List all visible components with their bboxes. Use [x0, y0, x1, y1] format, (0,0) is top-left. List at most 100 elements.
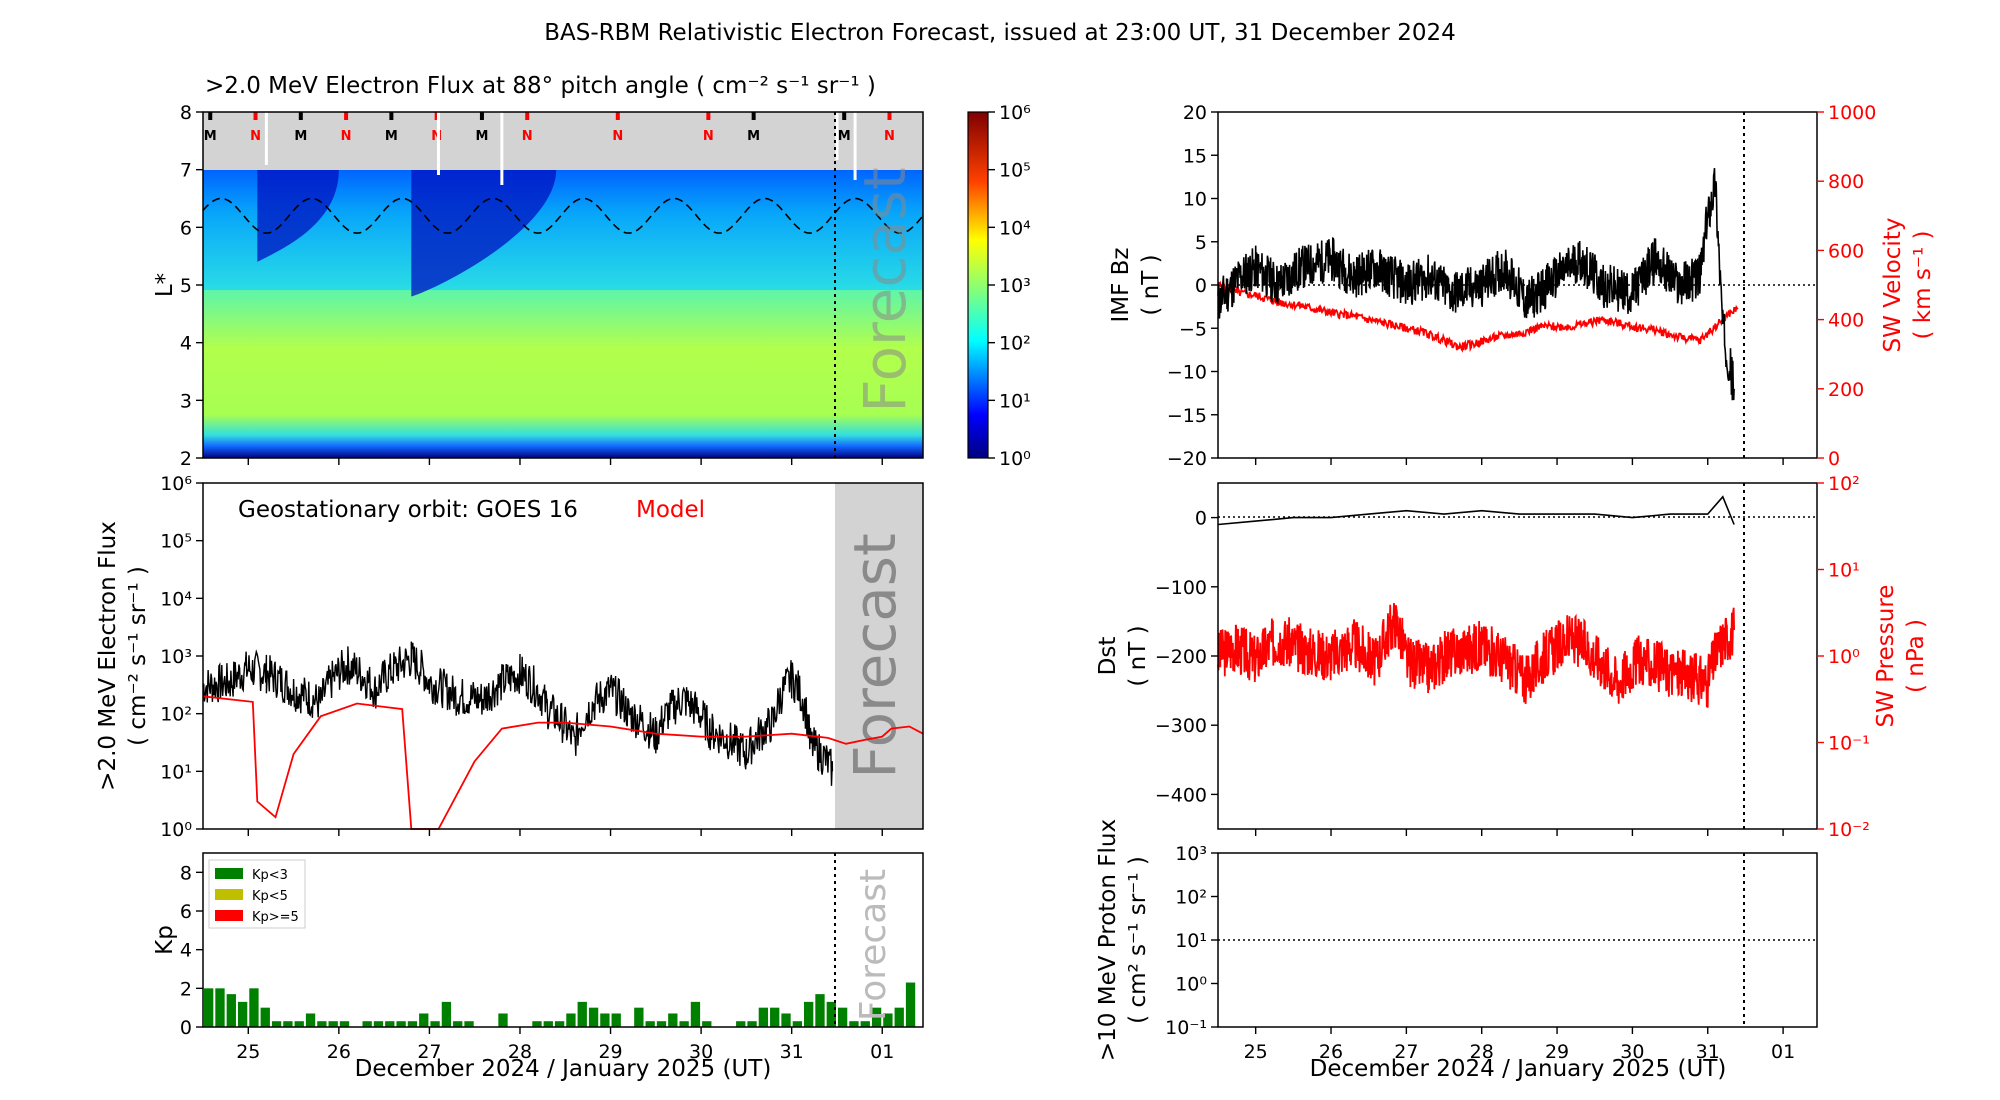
sw-velocity-y-tick-label: 200	[1828, 379, 1864, 401]
kp-bar	[804, 1001, 814, 1027]
perigee-label: N	[431, 129, 442, 144]
kp-x-tick-label: 29	[598, 1041, 622, 1063]
proton-x-tick-label: 25	[1244, 1041, 1268, 1063]
kp-forecast-label: Forecast	[853, 869, 894, 1021]
kp-bar	[317, 1021, 327, 1027]
kp-bar	[747, 1021, 757, 1027]
colorbar-tick-label: 10⁴	[999, 217, 1031, 239]
proton-x-tick-label: 01	[1771, 1041, 1795, 1063]
dst-x-ticks	[1254, 829, 1784, 836]
imf-y-ticks: −20 −15 −10 −5 0 5 10 15 20	[1167, 102, 1218, 470]
lstar-y-tick-label: 3	[180, 390, 192, 412]
kp-bar	[430, 1021, 440, 1027]
proton-y-tick-label: 10⁻¹	[1165, 1017, 1207, 1039]
kp-bar	[894, 1007, 904, 1027]
sw-velocity-y-ticks: 0 200 400 600 800 1000	[1817, 102, 1876, 470]
kp-bar	[498, 1013, 508, 1027]
colorbar-tick-label: 10¹	[999, 390, 1031, 412]
kp-y-tick-label: 0	[180, 1017, 192, 1039]
kp-bar	[634, 1007, 644, 1027]
proton-x-ticks: 25 26 27 28 29 30 31 01	[1244, 1027, 1795, 1063]
kp-x-ticks: 25 26 27 28 29 30 31 01	[236, 1027, 894, 1063]
imf-bz-line	[1217, 168, 1735, 401]
lstar-y-label: L*	[152, 273, 178, 297]
lstar-y-tick-label: 5	[180, 275, 192, 297]
kp-bar	[792, 1021, 802, 1027]
kp-bar	[781, 1013, 791, 1027]
lstar-y-tick-label: 2	[180, 448, 192, 470]
kp-legend-swatch	[215, 868, 243, 879]
dst-y-ticks: −400 −300 −200 −100 0	[1155, 508, 1218, 806]
perigee-label: N	[703, 129, 714, 144]
flux-dropout-region	[257, 169, 339, 262]
geo-observed-flux-line	[202, 641, 834, 786]
proton-x-tick-label: 26	[1319, 1041, 1343, 1063]
sw-pressure-y-tick-label: 10¹	[1828, 560, 1860, 582]
geo-y-tick-label: 10⁰	[160, 819, 192, 841]
colorbar-tick-label: 10⁶	[999, 102, 1031, 124]
proton-y-units: ( cm² s⁻¹ sr⁻¹ )	[1125, 856, 1151, 1024]
sw-velocity-y-tick-label: 1000	[1828, 102, 1876, 124]
geo-y-tick-label: 10⁶	[160, 473, 192, 495]
kp-x-tick-label: 26	[327, 1041, 351, 1063]
lstar-x-ticks	[247, 458, 883, 465]
kp-legend-label: Kp<3	[252, 868, 288, 883]
kp-y-tick-label: 4	[180, 940, 192, 962]
sw-pressure-y-ticks: 10⁻² 10⁻¹ 10⁰ 10¹ 10²	[1817, 473, 1870, 841]
sw-pressure-line	[1217, 602, 1735, 708]
dst-y-tick-label: 0	[1195, 508, 1207, 530]
imf-y-tick-label: 5	[1195, 232, 1207, 254]
kp-legend-label: Kp>=5	[252, 910, 299, 925]
kp-bar	[611, 1013, 621, 1027]
proton-x-tick-label: 27	[1394, 1041, 1418, 1063]
kp-x-tick-label: 30	[689, 1041, 713, 1063]
lstar-no-data-band	[203, 112, 923, 170]
kp-bar	[656, 1021, 667, 1027]
perigee-label: N	[612, 129, 623, 144]
kp-y-tick-label: 8	[180, 862, 192, 884]
perigee-label: M	[475, 129, 488, 144]
proton-x-tick-label: 28	[1470, 1041, 1494, 1063]
sw-pressure-y-units: ( nPa )	[1903, 619, 1929, 693]
dst-y-tick-label: −400	[1155, 784, 1207, 806]
lstar-flux-panel: >2.0 MeV Electron Flux at 88° pitch angl…	[152, 73, 1031, 470]
kp-bar	[441, 1001, 452, 1027]
geo-forecast-shade	[835, 483, 923, 829]
geo-y-tick-label: 10¹	[160, 761, 192, 783]
colorbar-tick-label: 10⁵	[999, 160, 1031, 182]
imf-y-tick-label: −15	[1167, 405, 1207, 427]
right-x-axis-label: December 2024 / January 2025 (UT)	[1310, 1056, 1727, 1082]
kp-bar	[271, 1021, 282, 1027]
proton-y-tick-label: 10²	[1175, 887, 1207, 909]
dst-y-tick-label: −100	[1155, 577, 1207, 599]
perigee-label: N	[884, 129, 895, 144]
kp-bar	[204, 988, 214, 1027]
imf-y-tick-label: −5	[1179, 318, 1207, 340]
kp-bar	[883, 1013, 893, 1027]
kp-legend-swatch	[215, 910, 243, 921]
perigee-label: M	[294, 129, 307, 144]
proton-x-tick-label: 29	[1545, 1041, 1569, 1063]
dst-y-tick-label: −200	[1155, 646, 1207, 668]
sw-velocity-line	[1217, 280, 1739, 353]
colorbar-ticks: 10⁰ 10¹ 10² 10³ 10⁴ 10⁵ 10⁶	[988, 102, 1031, 470]
kp-bar	[305, 1013, 316, 1027]
kp-bar	[339, 1021, 350, 1027]
kp-x-tick-label: 28	[508, 1041, 532, 1063]
colorbar-tick-label: 10²	[999, 333, 1031, 355]
geo-x-ticks	[247, 829, 883, 836]
sw-pressure-y-tick-label: 10⁰	[1828, 646, 1860, 668]
kp-bar	[362, 1021, 372, 1027]
kp-bar	[249, 988, 259, 1027]
geo-y-tick-label: 10⁵	[160, 531, 192, 553]
kp-bar	[577, 1001, 587, 1027]
imf-y-tick-label: 20	[1183, 102, 1207, 124]
perigee-label: N	[250, 129, 261, 144]
sw-pressure-y-tick-label: 10⁻¹	[1828, 733, 1870, 755]
kp-bar	[815, 994, 825, 1027]
perigee-label: M	[747, 129, 760, 144]
kp-x-tick-label: 27	[417, 1041, 441, 1063]
kp-axes-frame	[202, 852, 924, 1028]
